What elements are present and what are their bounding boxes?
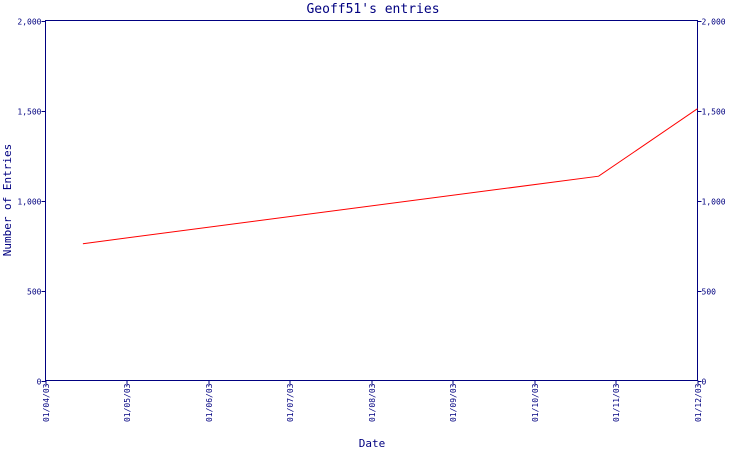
y-tick-label-left: 2,000 (17, 18, 41, 27)
x-axis: 01/04/03 01/05/03 01/06/03 01/07/03 01/08/03… (42, 380, 703, 422)
series-layer (82, 108, 698, 245)
x-tick-label: 01/05/03 (123, 383, 132, 422)
y-axis-left: 0 500 1,000 1,500 2,000 (17, 18, 46, 387)
y-tick-label-right: 2,000 (702, 18, 726, 27)
y-tick-label-right: 1,000 (702, 198, 726, 207)
chart-title: Geoff51's entries (306, 2, 439, 17)
y-axis-right: 0 500 1,000 1,500 2,000 (697, 18, 726, 387)
y-axis-label: Number of Entries (1, 144, 14, 257)
x-tick-label: 01/06/03 (205, 383, 214, 422)
x-tick-label: 01/10/03 (531, 383, 540, 422)
y-tick-label-right: 0 (702, 378, 707, 387)
y-tick-label-right: 500 (702, 288, 717, 297)
x-tick-label: 01/12/03 (694, 383, 703, 422)
x-tick-label: 01/09/03 (449, 383, 458, 422)
y-tick-label-left: 1,000 (17, 198, 41, 207)
x-tick-label: 01/11/03 (612, 383, 621, 422)
x-axis-label: Date (359, 437, 386, 450)
x-tick-label: 01/08/03 (368, 383, 377, 422)
y-tick-label-left: 0 (37, 378, 42, 387)
x-tick-label: 01/04/03 (42, 383, 51, 422)
series-line (82, 108, 698, 245)
y-tick-label-right: 1,500 (702, 108, 726, 117)
y-tick-label-left: 1,500 (17, 108, 41, 117)
x-tick-label: 01/07/03 (286, 383, 295, 422)
y-tick-label-left: 500 (27, 288, 42, 297)
plot-frame (45, 20, 698, 381)
